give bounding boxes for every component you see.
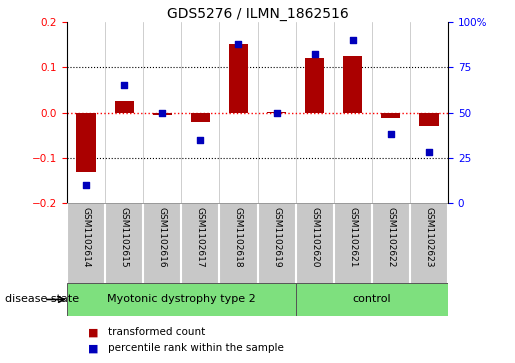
Point bbox=[158, 110, 166, 115]
Text: ■: ■ bbox=[88, 327, 98, 337]
Text: GSM1102619: GSM1102619 bbox=[272, 207, 281, 268]
Bar bbox=[419, 113, 439, 126]
Bar bbox=[191, 113, 210, 122]
Bar bbox=[344, 56, 363, 113]
Point bbox=[311, 52, 319, 57]
Text: Myotonic dystrophy type 2: Myotonic dystrophy type 2 bbox=[107, 294, 255, 305]
Text: transformed count: transformed count bbox=[108, 327, 205, 337]
Text: GSM1102617: GSM1102617 bbox=[196, 207, 205, 268]
Text: GSM1102616: GSM1102616 bbox=[158, 207, 167, 268]
Text: ■: ■ bbox=[88, 343, 98, 354]
Text: GSM1102615: GSM1102615 bbox=[119, 207, 129, 268]
Point bbox=[349, 37, 357, 43]
Bar bbox=[76, 113, 96, 172]
Text: GSM1102623: GSM1102623 bbox=[424, 207, 434, 268]
Text: percentile rank within the sample: percentile rank within the sample bbox=[108, 343, 284, 354]
Bar bbox=[296, 283, 448, 316]
Bar bbox=[114, 101, 134, 113]
Text: GSM1102618: GSM1102618 bbox=[234, 207, 243, 268]
Point bbox=[196, 137, 204, 143]
Point bbox=[387, 131, 395, 137]
Text: GSM1102620: GSM1102620 bbox=[310, 207, 319, 268]
Bar bbox=[382, 113, 401, 118]
Point bbox=[82, 182, 90, 188]
Title: GDS5276 / ILMN_1862516: GDS5276 / ILMN_1862516 bbox=[167, 7, 348, 21]
Bar bbox=[67, 283, 296, 316]
Point bbox=[234, 41, 243, 46]
Point bbox=[120, 82, 128, 88]
Text: GSM1102614: GSM1102614 bbox=[81, 207, 91, 268]
Text: GSM1102621: GSM1102621 bbox=[348, 207, 357, 268]
Bar bbox=[153, 113, 172, 115]
Bar bbox=[267, 112, 286, 113]
Bar bbox=[305, 58, 324, 113]
Text: control: control bbox=[352, 294, 391, 305]
Point bbox=[425, 150, 433, 155]
Point bbox=[272, 110, 281, 115]
Bar bbox=[229, 45, 248, 113]
Text: disease state: disease state bbox=[5, 294, 79, 305]
Text: GSM1102622: GSM1102622 bbox=[386, 207, 396, 268]
